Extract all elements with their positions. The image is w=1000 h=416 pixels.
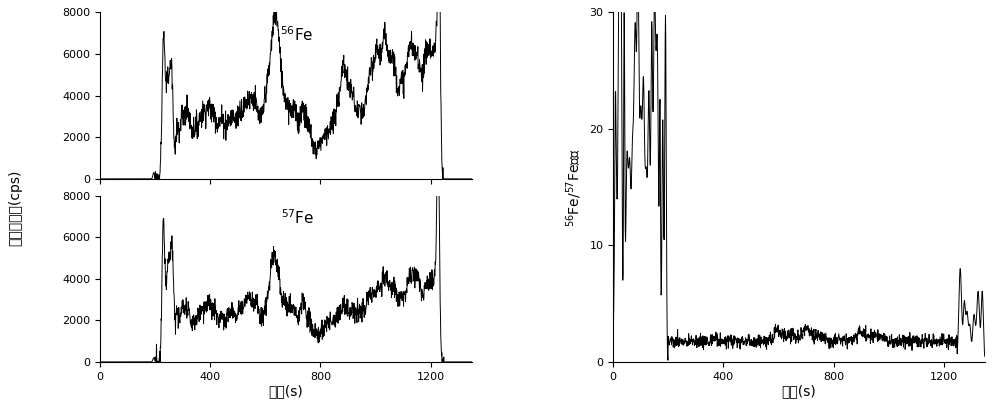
Text: $^{56}$Fe: $^{56}$Fe (280, 25, 314, 44)
X-axis label: 时间(s): 时间(s) (269, 384, 303, 399)
Text: 信号强度値(cps): 信号强度値(cps) (8, 170, 22, 246)
Text: $^{57}$Fe: $^{57}$Fe (281, 208, 313, 227)
X-axis label: 时间(s): 时间(s) (782, 384, 816, 399)
Y-axis label: $^{56}$Fe/$^{57}$Fe比値: $^{56}$Fe/$^{57}$Fe比値 (564, 148, 584, 227)
